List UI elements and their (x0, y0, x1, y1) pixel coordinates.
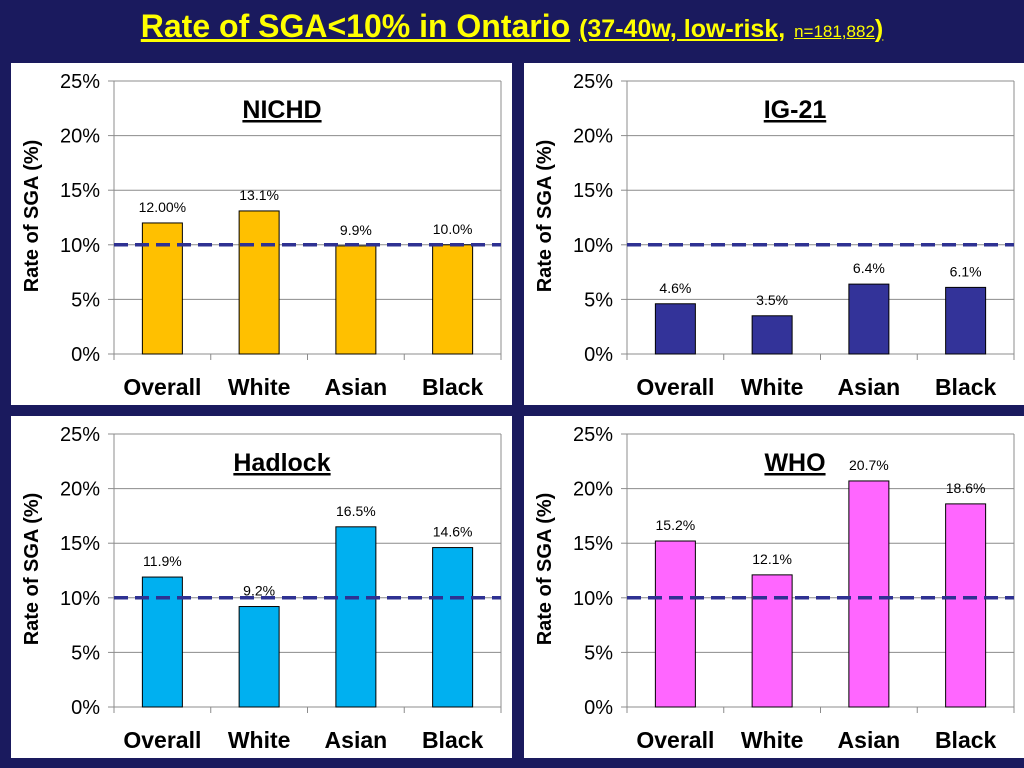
chart-panel-who: 0% 5% 10% 15% 20% 25% 15.2% Overall 12.1% White 20… (524, 416, 1024, 758)
hadlock-ylabel: Rate of SGA (%) (21, 493, 43, 646)
who-bar (848, 480, 890, 708)
nichd-chart-title: NICHD (242, 96, 321, 124)
nichd-xtick-label: Black (422, 374, 484, 400)
nichd-bar (335, 245, 377, 355)
nichd-xtick-label: Overall (123, 374, 201, 400)
who-data-label: 12.1% (752, 551, 792, 567)
ig21-chart-title: IG-21 (764, 96, 827, 124)
page-title: Rate of SGA<10% in Ontario (37-40w, low-… (0, 6, 1024, 52)
ig21-ytick-label: 5% (584, 289, 613, 311)
ig21-ytick-label: 0% (584, 344, 613, 366)
hadlock-bar (238, 606, 280, 708)
who-chart-title: WHO (764, 449, 825, 477)
nichd-data-label: 10.0% (433, 221, 473, 237)
who-ytick-label: 5% (584, 642, 613, 664)
who-bar (945, 503, 987, 708)
hadlock-data-label: 16.5% (336, 503, 376, 519)
nichd-data-label: 9.9% (340, 222, 372, 238)
hadlock-ytick-label: 20% (60, 479, 100, 501)
nichd-ytick-label: 10% (60, 235, 100, 257)
title-main: Rate of SGA<10% in Ontario (140, 8, 571, 44)
ig21-xtick-label: Overall (636, 374, 714, 400)
chart-panel-hadlock: 0% 5% 10% 15% 20% 25% 11.9% Overall 9.2% White 16.… (11, 416, 512, 758)
nichd-bar (432, 244, 474, 355)
chart-svg-ig21: 0% 5% 10% 15% 20% 25% 4.6% Overall 3.5% White 6.4%… (534, 71, 1015, 400)
hadlock-data-label: 11.9% (143, 553, 182, 569)
who-ytick-label: 10% (573, 588, 613, 610)
ig21-data-label: 3.5% (756, 292, 788, 308)
title-close: ) (874, 15, 884, 43)
chart-panel-nichd: 0% 5% 10% 15% 20% 25% 12.00% Overall 13.1% White 9… (11, 63, 512, 405)
who-bar (751, 574, 793, 708)
hadlock-ytick-label: 0% (71, 697, 100, 719)
hadlock-bar (335, 526, 377, 708)
hadlock-xtick-label: Asian (325, 727, 388, 753)
hadlock-xtick-label: Overall (123, 727, 201, 753)
hadlock-ytick-label: 25% (60, 424, 100, 446)
who-data-label: 18.6% (946, 480, 986, 496)
nichd-xtick-label: White (228, 374, 291, 400)
nichd-ytick-label: 5% (71, 289, 100, 311)
ig21-bar (654, 303, 696, 355)
hadlock-xtick-label: White (228, 727, 291, 753)
hadlock-data-label: 14.6% (433, 524, 473, 540)
who-data-label: 20.7% (849, 457, 889, 473)
chart-svg-nichd: 0% 5% 10% 15% 20% 25% 12.00% Overall 13.1% White 9… (21, 71, 502, 400)
ig21-xtick-label: Asian (838, 374, 901, 400)
who-ylabel: Rate of SGA (%) (534, 493, 556, 646)
who-xtick-label: Black (935, 727, 997, 753)
nichd-ylabel: Rate of SGA (%) (21, 140, 43, 293)
ig21-xtick-label: Black (935, 374, 997, 400)
hadlock-chart-title: Hadlock (233, 449, 330, 477)
hadlock-bar (432, 547, 474, 708)
ig21-ylabel: Rate of SGA (%) (534, 140, 556, 293)
nichd-ytick-label: 25% (60, 71, 100, 93)
ig21-ytick-label: 25% (573, 71, 613, 93)
who-bar (654, 540, 696, 708)
chart-svg-hadlock: 0% 5% 10% 15% 20% 25% 11.9% Overall 9.2% White 16.… (21, 424, 502, 753)
nichd-data-label: 12.00% (139, 199, 186, 215)
ig21-ytick-label: 20% (573, 126, 613, 148)
hadlock-ytick-label: 10% (60, 588, 100, 610)
who-xtick-label: Overall (636, 727, 714, 753)
ig21-data-label: 4.6% (659, 280, 691, 296)
nichd-ytick-label: 20% (60, 126, 100, 148)
who-xtick-label: Asian (838, 727, 901, 753)
nichd-ytick-label: 0% (71, 344, 100, 366)
nichd-data-label: 13.1% (239, 187, 279, 203)
who-xtick-label: White (741, 727, 804, 753)
ig21-bar (848, 283, 890, 355)
chart-svg-who: 0% 5% 10% 15% 20% 25% 15.2% Overall 12.1% White 20… (534, 424, 1015, 753)
who-ytick-label: 0% (584, 697, 613, 719)
hadlock-ytick-label: 5% (71, 642, 100, 664)
who-ytick-label: 25% (573, 424, 613, 446)
ig21-bar (751, 315, 793, 355)
ig21-data-label: 6.4% (853, 260, 885, 276)
ig21-xtick-label: White (741, 374, 804, 400)
hadlock-xtick-label: Black (422, 727, 484, 753)
nichd-bar (141, 222, 183, 355)
nichd-bar (238, 210, 280, 355)
chart-panel-ig21: 0% 5% 10% 15% 20% 25% 4.6% Overall 3.5% White 6.4%… (524, 63, 1024, 405)
nichd-xtick-label: Asian (325, 374, 388, 400)
ig21-ytick-label: 10% (573, 235, 613, 257)
ig21-ytick-label: 15% (573, 180, 613, 202)
hadlock-ytick-label: 15% (60, 533, 100, 555)
ig21-data-label: 6.1% (950, 263, 982, 279)
nichd-ytick-label: 15% (60, 180, 100, 202)
who-ytick-label: 15% (573, 533, 613, 555)
title-n: n=181,882 (794, 22, 875, 41)
title-sub: (37-40w, low-risk, (579, 15, 786, 43)
hadlock-data-label: 9.2% (243, 583, 275, 599)
who-ytick-label: 20% (573, 479, 613, 501)
ig21-bar (945, 286, 987, 355)
who-data-label: 15.2% (656, 517, 696, 533)
